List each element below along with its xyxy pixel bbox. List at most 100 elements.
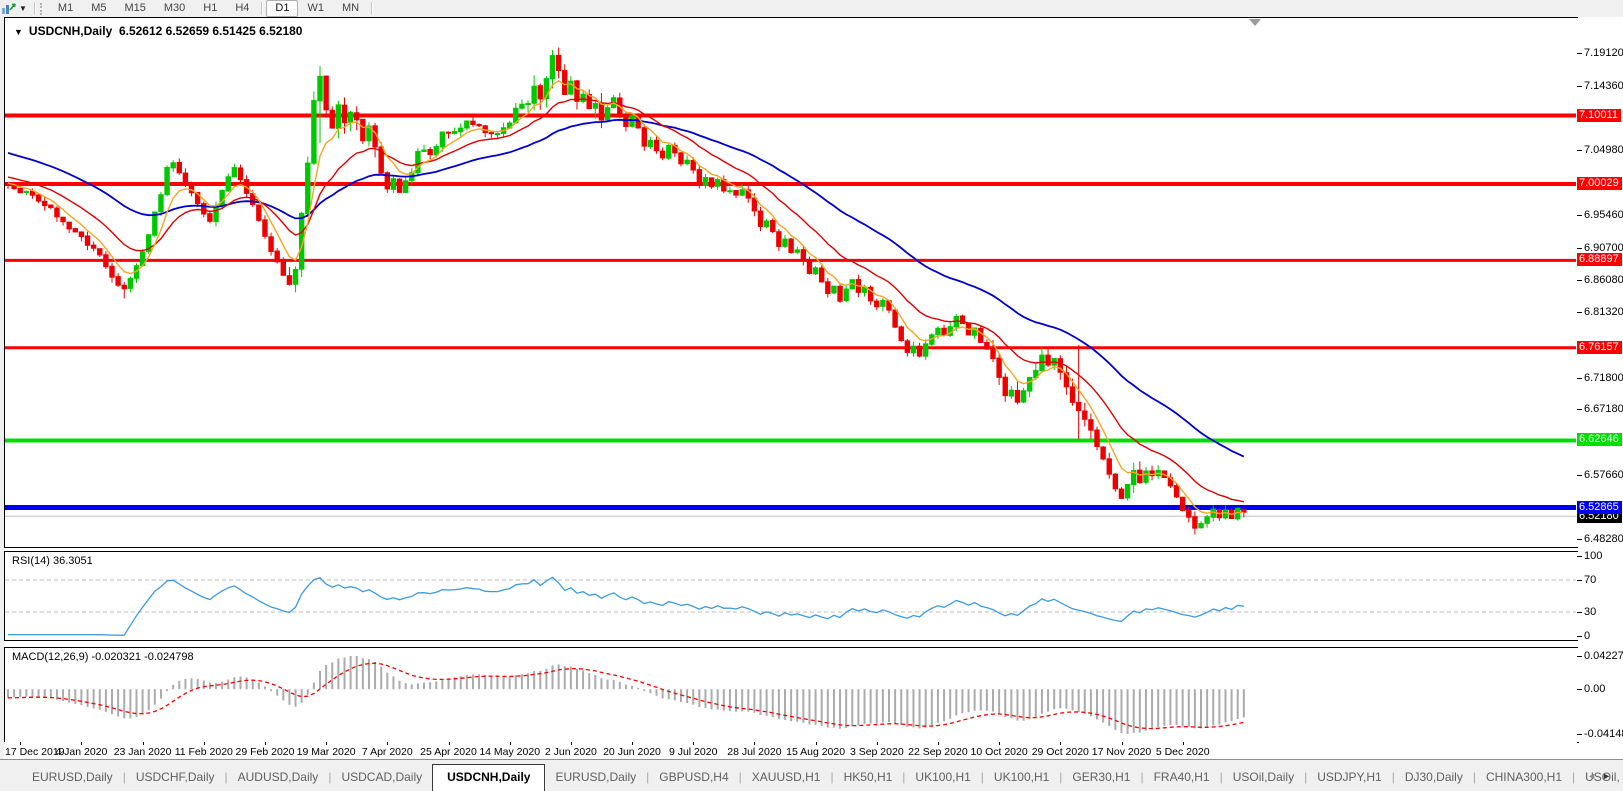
tab-usdcnh-daily[interactable]: USDCNH,Daily: [432, 764, 546, 791]
time-axis-label: 15 Aug 2020: [786, 746, 846, 758]
period-button-m5[interactable]: M5: [91, 2, 107, 14]
collapse-triangle-icon[interactable]: ▼: [14, 27, 23, 37]
price-axis-label: 7.04980: [1584, 144, 1623, 156]
chart-title-symbol: USDCNH,Daily: [28, 24, 113, 38]
chevron-down-icon[interactable]: ▼: [19, 4, 27, 13]
main-chart-pane[interactable]: [4, 17, 1579, 548]
axis-tick: [1577, 409, 1582, 411]
rsi-axis-label: 100: [1584, 550, 1603, 562]
macd-axis-label: -0.04148: [1584, 728, 1623, 740]
rsi-indicator-label: RSI(14) 36.3051: [12, 555, 93, 567]
time-axis-tick: [1121, 742, 1123, 745]
time-axis-tick: [815, 742, 817, 745]
tab-separator: |: [1391, 770, 1395, 784]
price-axis-label: 7.14360: [1584, 79, 1623, 92]
tab-scroll-right-icon[interactable]: ►: [1602, 771, 1617, 781]
axis-tick: [1577, 248, 1582, 249]
tab-scroll-arrows: ◄►: [1587, 771, 1617, 781]
tab-uk100-h1[interactable]: UK100,H1: [993, 770, 1050, 784]
period-button-d1[interactable]: D1: [266, 0, 299, 17]
axis-tick: [1577, 377, 1582, 379]
tab-ger30-h1[interactable]: GER30,H1: [1072, 770, 1131, 784]
time-axis-tick: [632, 742, 633, 745]
tab-audusd-daily[interactable]: AUDUSD,Daily: [237, 770, 319, 784]
axis-tick: [1577, 612, 1582, 613]
tab-eurusd-daily[interactable]: EURUSD,Daily: [555, 770, 637, 784]
toolbar-drag-handle[interactable]: [39, 2, 45, 15]
time-axis-label: 17 Dec 2019: [5, 746, 65, 758]
tab-usoil-daily[interactable]: USOil,Daily: [1232, 770, 1295, 784]
tab-separator: |: [738, 770, 742, 784]
time-axis-label: 22 Sep 2020: [908, 746, 968, 758]
tab-separator: |: [1304, 770, 1308, 784]
tab-fra40-h1[interactable]: FRA40,H1: [1153, 770, 1210, 784]
tab-scroll-left-icon[interactable]: ◄: [1587, 771, 1603, 781]
axis-tick: [1577, 556, 1582, 557]
time-axis-label: 3 Sep 2020: [849, 746, 904, 758]
period-button-m30[interactable]: M30: [163, 2, 186, 14]
period-button-m15[interactable]: M15: [124, 2, 146, 14]
period-button-w1[interactable]: W1: [307, 2, 324, 14]
axis-tick: [1577, 150, 1582, 151]
tab-gbpusd-h4[interactable]: GBPUSD,H4: [659, 770, 729, 784]
tab-dj30-daily[interactable]: DJ30,Daily: [1404, 770, 1463, 784]
rsi-axis-label: 70: [1584, 574, 1597, 586]
tab-hk50-h1[interactable]: HK50,H1: [843, 770, 893, 784]
axis-tick: [1577, 580, 1582, 581]
rsi-axis-label: 30: [1584, 606, 1597, 618]
time-axis-tick: [509, 742, 511, 745]
time-axis-tick: [1182, 742, 1184, 745]
chart-periods-icon[interactable]: [1, 2, 17, 15]
price-axis-label: 6.86080: [1584, 273, 1623, 286]
rsi-axis-label: 0: [1584, 630, 1591, 642]
axis-tick: [1577, 689, 1582, 691]
tab-usdchf-daily[interactable]: USDCHF,Daily: [135, 770, 215, 784]
axis-tick: [1577, 279, 1582, 281]
tab-separator: |: [902, 770, 906, 784]
hline-price-label: 6.76157: [1577, 340, 1622, 354]
period-button-h4[interactable]: H4: [235, 2, 250, 14]
tab-usdcad-daily[interactable]: USDCAD,Daily: [341, 770, 423, 784]
price-axis-label: 6.57660: [1584, 468, 1623, 481]
time-axis-tick: [937, 742, 939, 745]
tab-xauusd-h1[interactable]: XAUUSD,H1: [751, 770, 821, 784]
chart-shift-marker[interactable]: [1249, 19, 1261, 26]
rsi-pane[interactable]: [4, 551, 1579, 641]
chart-title: ▼ USDCNH,Daily 6.52612 6.52659 6.51425 6.…: [14, 24, 302, 38]
tab-separator: |: [830, 770, 834, 784]
time-axis-tick: [693, 742, 695, 745]
tab-eurusd-daily[interactable]: EURUSD,Daily: [32, 770, 113, 784]
axis-tick: [1577, 539, 1582, 540]
time-axis-label: 14 May 2020: [479, 746, 541, 758]
price-axis-label: 6.95460: [1584, 209, 1623, 222]
time-axis-tick: [570, 742, 572, 745]
period-button-m1[interactable]: M1: [57, 2, 74, 14]
tab-china300-h1[interactable]: CHINA300,H1: [1485, 770, 1562, 784]
price-axis-label: 6.71800: [1584, 371, 1623, 384]
price-axis-label: 6.90700: [1584, 242, 1623, 254]
time-axis-tick: [387, 742, 389, 745]
macd-pane[interactable]: [4, 647, 1579, 743]
axis-tick: [1577, 215, 1582, 217]
time-axis-tick: [999, 742, 1001, 745]
hline-price-label: 7.00029: [1577, 177, 1622, 190]
time-axis-label: 5 Dec 2020: [1155, 746, 1210, 758]
time-axis-label: 25 Apr 2020: [420, 746, 477, 758]
time-axis-label: 29 Feb 2020: [235, 746, 295, 758]
tab-separator: |: [1219, 770, 1223, 784]
time-axis-label: 17 Nov 2020: [1091, 746, 1152, 758]
tab-usoil-[interactable]: USOil,: [1585, 770, 1620, 784]
price-axis-label: 6.67180: [1584, 403, 1623, 416]
time-axis-label: 28 Jul 2020: [727, 746, 782, 758]
time-axis-tick: [448, 742, 450, 745]
axis-tick: [1577, 474, 1582, 476]
tab-uk100-h1[interactable]: UK100,H1: [915, 770, 971, 784]
tab-usdjpy-h1[interactable]: USDJPY,H1: [1317, 770, 1382, 784]
chart-title-ohlc: 6.52612 6.52659 6.51425 6.52180: [118, 24, 303, 38]
period-button-h1[interactable]: H1: [203, 2, 218, 14]
time-axis-tick: [20, 742, 22, 745]
period-button-mn[interactable]: MN: [341, 2, 360, 14]
tab-separator: |: [980, 770, 984, 784]
time-axis-tick: [265, 742, 266, 745]
